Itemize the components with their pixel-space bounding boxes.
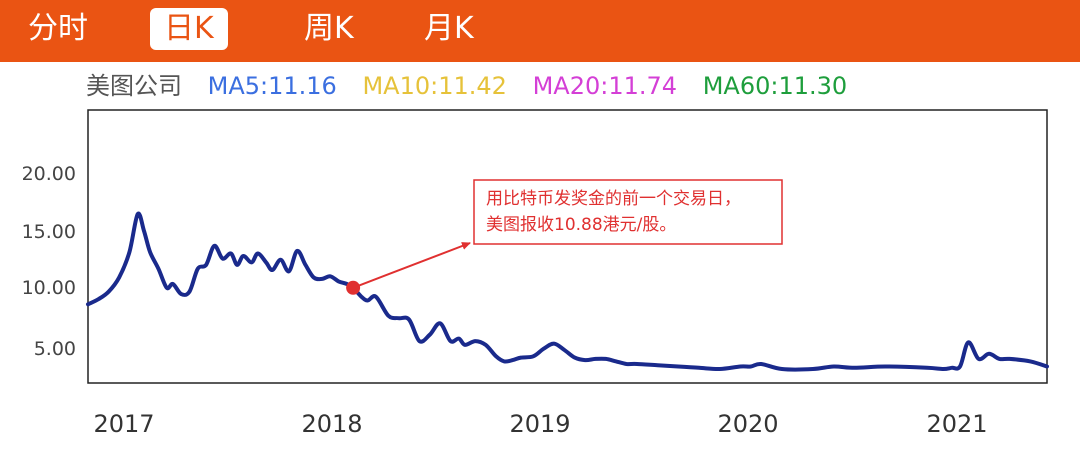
annotation-arrow [352, 242, 471, 289]
x-tick-label: 2021 [926, 410, 988, 438]
y-tick-label: 5.00 [33, 338, 76, 360]
x-tick-label: 2020 [717, 410, 779, 438]
y-tick-label: 20.00 [21, 163, 76, 185]
stock-name: 美图公司 [86, 72, 182, 100]
x-tick-label: 2017 [93, 410, 155, 438]
ma20-value: MA20:11.74 [532, 72, 678, 100]
plot-frame [87, 109, 1048, 384]
tab-weekly-k[interactable]: 周K [304, 11, 354, 46]
annotation-line-1: 用比特币发奖金的前一个交易日， [486, 189, 741, 209]
x-tick-label: 2019 [509, 410, 571, 438]
legend: 美图公司 MA5:11.16 MA10:11.42 MA20:11.74 MA6… [86, 70, 865, 102]
ma10-value: MA10:11.42 [362, 72, 507, 100]
ma60-value: MA60:11.30 [702, 72, 848, 100]
price-line [86, 211, 1049, 372]
annotation-box [473, 179, 783, 245]
y-tick-label: 15.00 [21, 221, 76, 243]
tab-bar: 分时 日K 周K 月K [0, 0, 1080, 62]
tab-monthly-k[interactable]: 月K [424, 11, 474, 46]
x-tick-label: 2018 [301, 410, 363, 438]
annotation-point [346, 280, 361, 295]
tab-intraday[interactable]: 分时 [28, 11, 88, 46]
ma5-value: MA5:11.16 [207, 72, 337, 100]
annotation-line-2: 美图报收10.88港元/股。 [486, 215, 676, 235]
y-tick-label: 10.00 [21, 277, 76, 299]
tab-daily-k[interactable]: 日K [150, 8, 228, 50]
